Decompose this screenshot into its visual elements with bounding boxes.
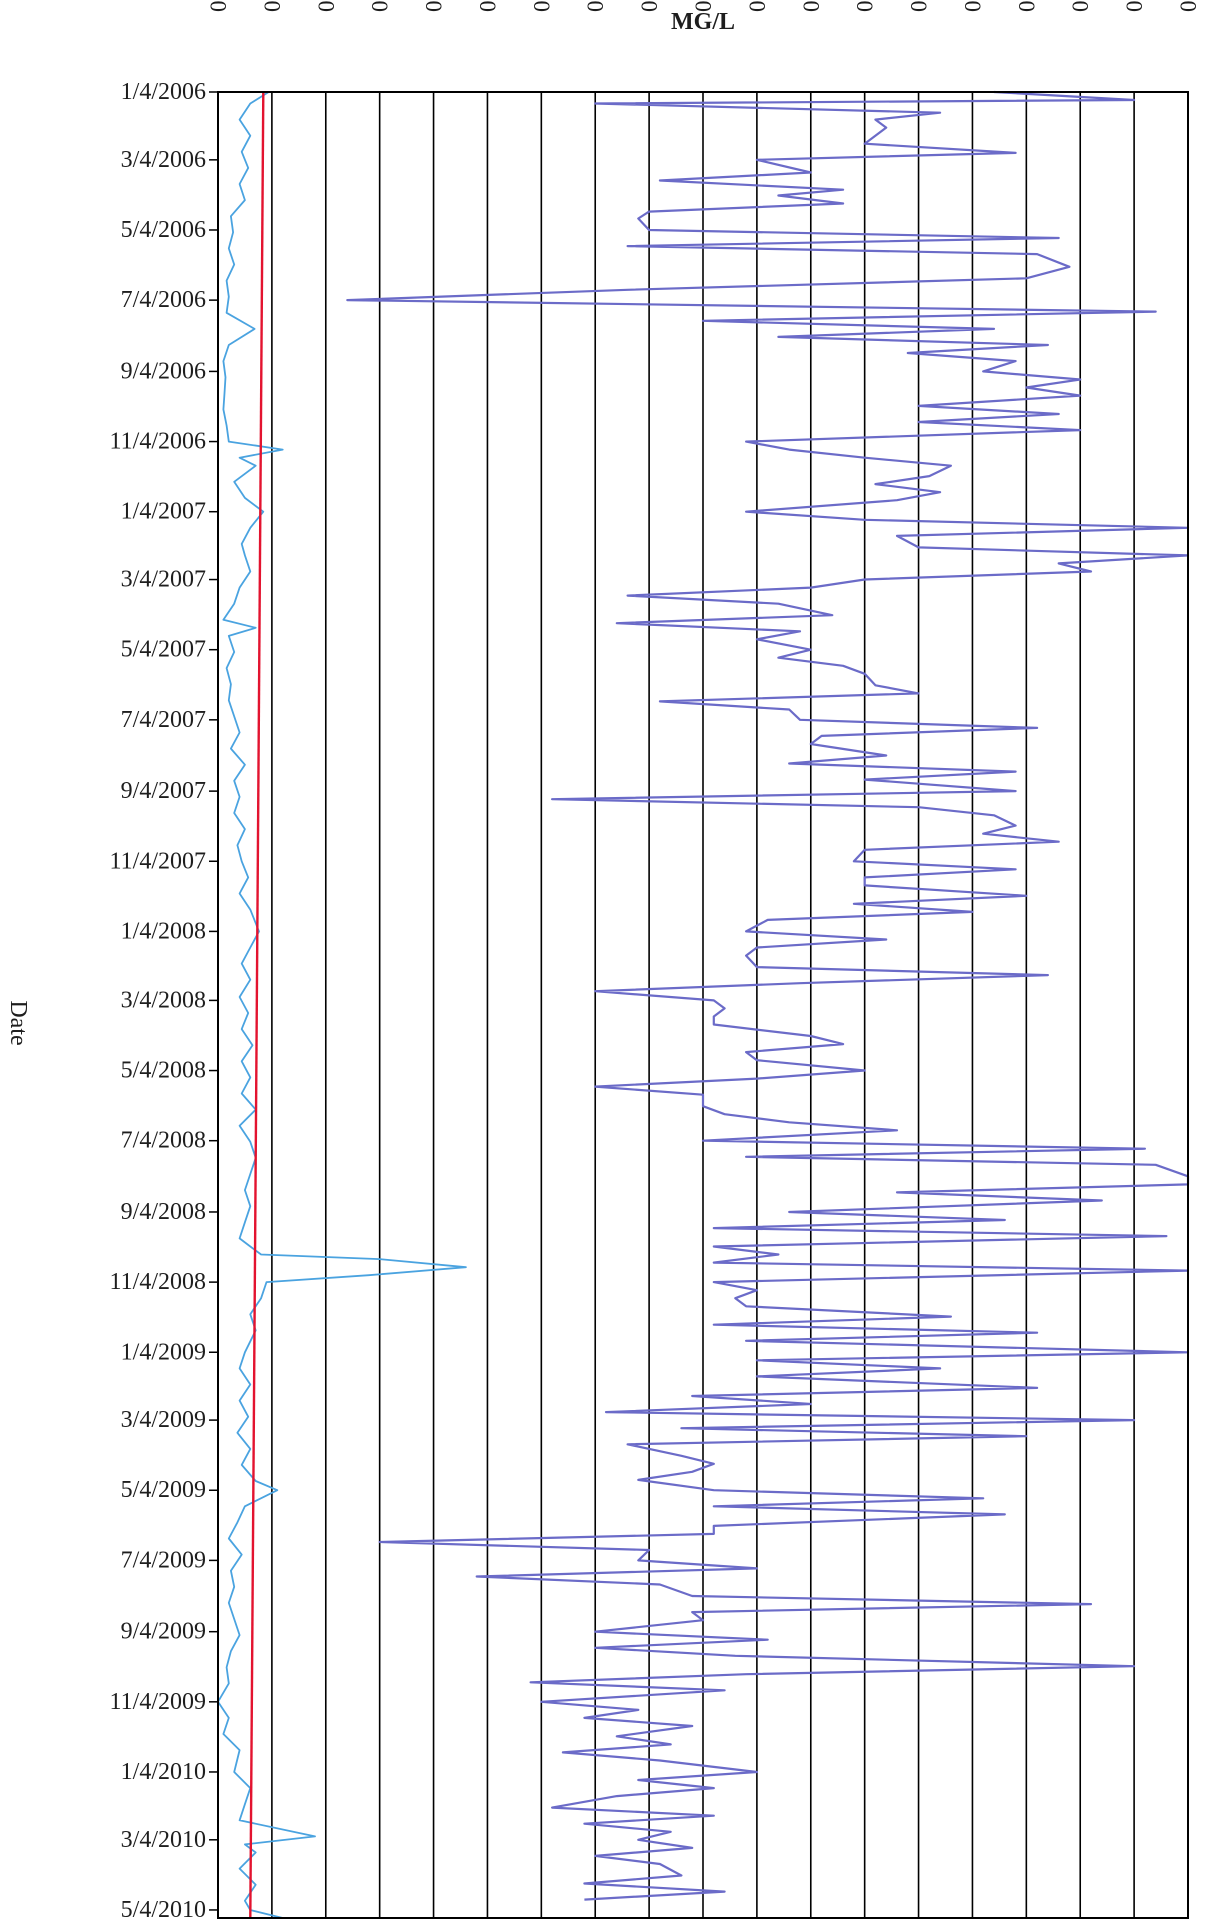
series-line-series_b [217, 91, 467, 1919]
date-tick-label: 5/4/2009 [121, 1477, 206, 1503]
plot-frame [217, 91, 1189, 1919]
date-tick-label: 9/4/2008 [121, 1199, 206, 1225]
date-tick-label: 1/4/2010 [121, 1759, 206, 1785]
date-tick-label: 11/4/2008 [110, 1269, 206, 1295]
series-line-reference [249, 91, 265, 1919]
date-tick-label: 9/4/2007 [121, 778, 206, 804]
value-tick-label: 8.50 [1122, 0, 1147, 12]
value-tick-label: 5.00 [744, 0, 769, 12]
date-tick-label: 5/4/2008 [121, 1058, 206, 1084]
date-tick-label: 3/4/2009 [121, 1407, 206, 1433]
axes [209, 91, 1189, 1919]
grid [217, 92, 1189, 1918]
value-tick-label: 6.00 [852, 0, 877, 12]
date-tick-label: 9/4/2009 [121, 1619, 206, 1645]
value-tick-label: 1.00 [313, 0, 338, 12]
date-tick-label: 5/4/2007 [121, 637, 206, 663]
value-tick-label: 7.50 [1014, 0, 1039, 12]
value-tick-label: 0.50 [259, 0, 284, 12]
date-tick-label: 5/4/2010 [121, 1897, 206, 1923]
date-tick-label: 5/4/2006 [121, 217, 206, 243]
date-tick-label: 3/4/2007 [121, 567, 206, 593]
labels: 0.00 0.50 1.00 1.50 2.00 2.50 3.00 3.50 4.00 4.50… [5, 0, 1201, 1923]
date-tick-label: 7/4/2009 [121, 1547, 206, 1573]
date-tick-label: 11/4/2006 [110, 429, 206, 455]
series-line-series_a [346, 90, 1190, 1901]
date-tick-label: 7/4/2007 [121, 707, 206, 733]
date-tick-label: 1/4/2006 [121, 79, 206, 105]
date-tick-label: 1/4/2007 [121, 499, 206, 525]
date-tick-label: 1/4/2009 [121, 1339, 206, 1365]
value-tick-label: 7.00 [960, 0, 985, 12]
value-tick-label: 4.00 [637, 0, 662, 12]
value-tick-label: 1.50 [367, 0, 392, 12]
date-tick-label: 3/4/2010 [121, 1827, 206, 1853]
date-tick-label: 7/4/2006 [121, 287, 206, 313]
value-axis-label: MG/L [671, 9, 735, 35]
value-tick-label: 5.50 [798, 0, 823, 12]
value-tick-label: 0.00 [206, 0, 231, 12]
value-tick-label: 9.00 [1176, 0, 1201, 12]
value-tick-label: 2.50 [475, 0, 500, 12]
value-tick-label: 2.00 [421, 0, 446, 12]
value-tick-label: 4.50 [691, 0, 716, 12]
date-tick-label: 1/4/2008 [121, 918, 206, 944]
value-tick-label: 3.50 [583, 0, 608, 12]
date-tick-label: 7/4/2008 [121, 1128, 206, 1154]
date-tick-label: 3/4/2006 [121, 147, 206, 173]
value-tick-label: 3.00 [529, 0, 554, 12]
date-tick-label: 9/4/2006 [121, 358, 206, 384]
series-layer [217, 90, 1190, 1919]
value-tick-label: 6.50 [906, 0, 931, 12]
date-axis-label: Date [5, 1000, 31, 1045]
date-tick-label: 3/4/2008 [121, 987, 206, 1013]
date-tick-label: 11/4/2009 [110, 1689, 206, 1715]
date-tick-label: 11/4/2007 [110, 848, 206, 874]
value-tick-label: 8.00 [1068, 0, 1093, 12]
